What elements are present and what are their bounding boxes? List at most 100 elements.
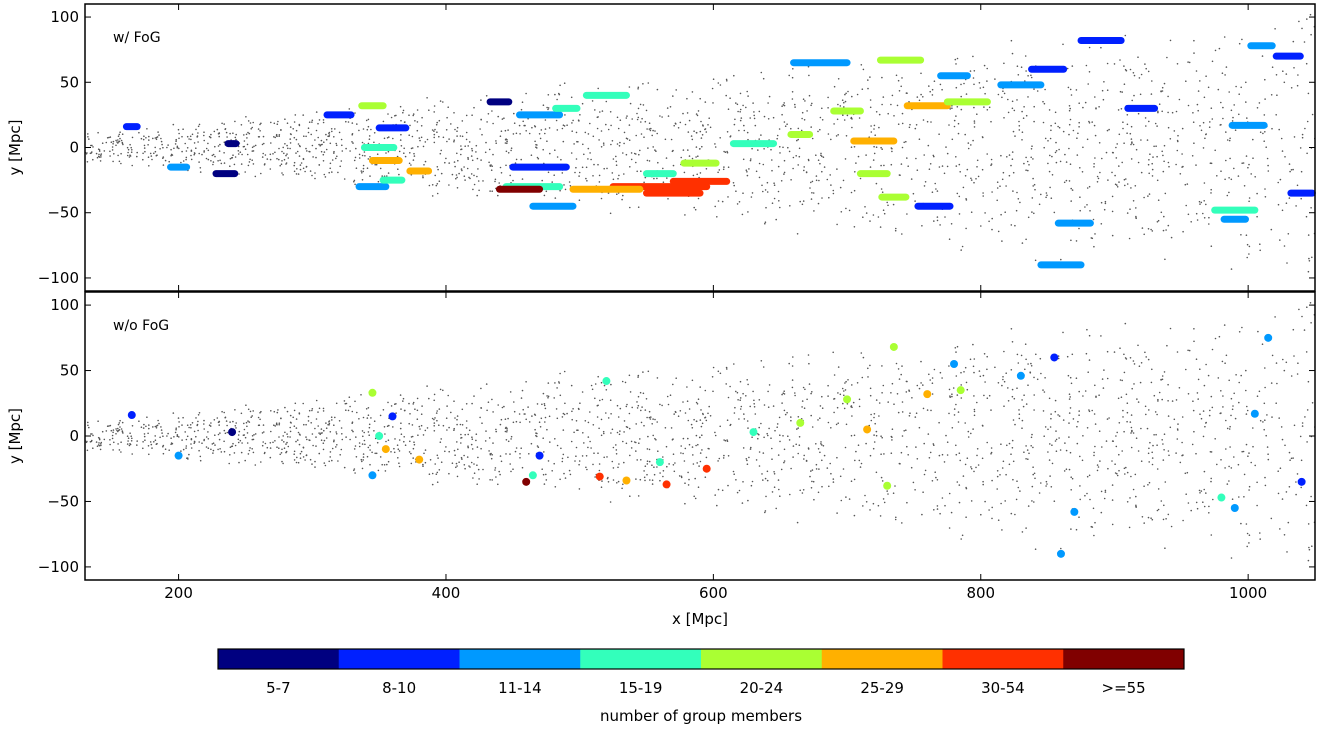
background-point [395, 403, 397, 405]
background-point [637, 404, 640, 407]
background-point [922, 119, 925, 121]
background-point [281, 460, 283, 463]
background-point [442, 424, 445, 427]
background-point [811, 180, 814, 183]
background-point [354, 183, 356, 186]
background-point [640, 121, 642, 123]
background-point [534, 428, 536, 431]
background-point [1025, 403, 1028, 405]
y-tick-label: 50 [60, 73, 79, 91]
background-point [869, 106, 872, 109]
background-point [251, 159, 253, 161]
background-point [1069, 118, 1072, 121]
background-point [397, 448, 400, 451]
background-point [1014, 224, 1016, 227]
background-point [273, 410, 276, 413]
background-point [226, 136, 228, 138]
background-point [186, 135, 189, 138]
background-point [491, 190, 494, 192]
background-point [1270, 94, 1273, 96]
background-point [763, 404, 766, 406]
background-point [1202, 147, 1205, 149]
background-point [976, 113, 978, 115]
background-point [428, 473, 431, 476]
background-point [515, 132, 518, 135]
background-point [1154, 122, 1157, 125]
background-point [224, 416, 226, 419]
background-point [318, 143, 320, 146]
background-point [1259, 538, 1261, 540]
background-point [273, 424, 275, 427]
background-point [836, 118, 839, 121]
background-point [986, 397, 989, 400]
background-point [1199, 368, 1201, 371]
background-point [400, 422, 402, 425]
background-point [245, 421, 248, 424]
background-point [583, 153, 585, 156]
background-point [1123, 83, 1126, 85]
background-point [933, 80, 936, 82]
background-point [916, 384, 919, 387]
background-point [830, 184, 832, 186]
background-point [955, 86, 958, 89]
background-point [1135, 215, 1137, 218]
background-point [977, 175, 980, 178]
background-point [522, 408, 524, 411]
background-point [1179, 173, 1182, 175]
background-point [193, 142, 196, 144]
background-point [811, 426, 814, 428]
background-point [865, 501, 868, 503]
background-point [905, 429, 907, 432]
background-point [252, 150, 255, 152]
background-point [1176, 351, 1179, 353]
background-point [1088, 409, 1090, 411]
background-point [791, 98, 794, 100]
background-point [1307, 380, 1310, 383]
background-point [387, 460, 390, 463]
background-point [225, 131, 228, 134]
background-point [1034, 548, 1037, 550]
background-point [150, 443, 153, 446]
background-point [1011, 107, 1014, 110]
background-point [270, 430, 272, 433]
background-point [1256, 481, 1258, 484]
background-point [559, 478, 561, 481]
background-point [289, 147, 291, 150]
background-point [1176, 149, 1179, 152]
background-point [534, 140, 536, 143]
background-point [918, 387, 921, 390]
background-point [171, 154, 174, 156]
background-point [1010, 512, 1013, 515]
background-point [999, 185, 1001, 187]
background-point [581, 102, 584, 105]
background-point [758, 433, 760, 436]
background-point [918, 138, 921, 140]
background-point [386, 175, 388, 177]
background-point [423, 452, 425, 455]
background-point [717, 488, 720, 491]
background-point [1204, 425, 1206, 428]
background-point [628, 86, 631, 88]
background-point [801, 203, 804, 206]
background-point [798, 147, 801, 150]
background-point [640, 421, 643, 424]
background-point [232, 132, 234, 134]
background-point [839, 393, 842, 396]
background-point [1290, 457, 1293, 460]
background-point [699, 97, 701, 100]
background-point [894, 518, 897, 521]
background-point [892, 203, 895, 206]
background-point [1309, 13, 1312, 16]
background-point [306, 150, 308, 152]
background-point [416, 121, 419, 123]
background-point [403, 436, 406, 438]
background-point [370, 417, 372, 419]
background-point [570, 440, 573, 443]
background-point [312, 156, 314, 158]
background-point [777, 190, 780, 193]
background-point [1121, 161, 1123, 164]
background-point [1001, 467, 1004, 469]
background-point [694, 497, 697, 500]
background-point [920, 72, 922, 75]
background-point [1078, 516, 1080, 518]
